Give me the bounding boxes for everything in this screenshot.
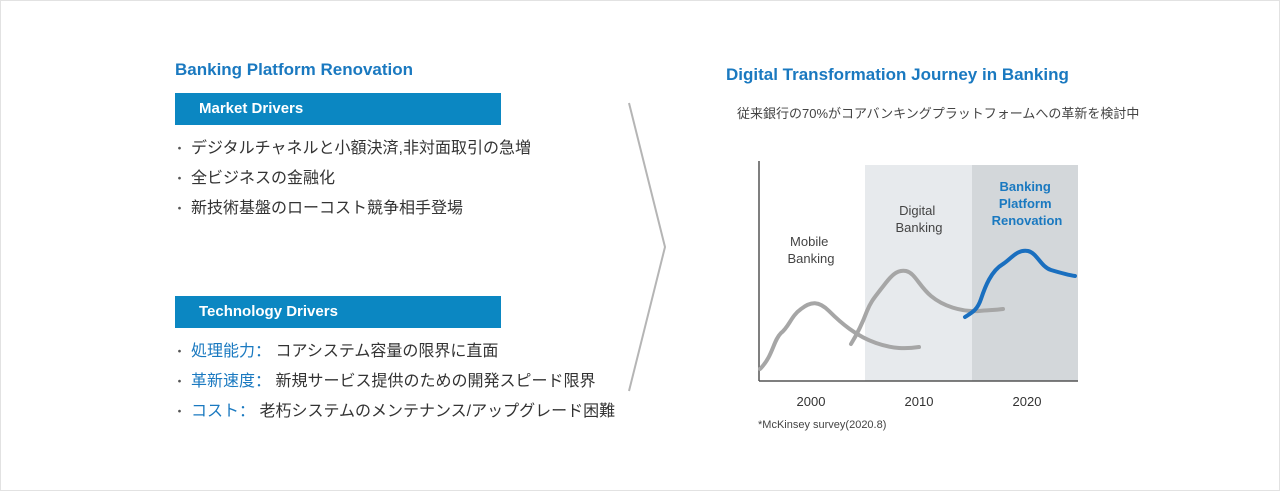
driver-label: コスト：: [191, 403, 256, 420]
driver-text: コアシステム容量の限界に直面: [275, 343, 499, 360]
right-section-subtitle: 従来銀行の70%がコアバンキングプラットフォームへの革新を検討中: [737, 106, 1140, 121]
chevron-right-icon: [628, 102, 667, 392]
x-tick-label: 2020: [1013, 394, 1042, 409]
x-tick-label: 2000: [797, 394, 826, 409]
digital-banking-curve: [849, 268, 1005, 346]
driver-label: 革新速度：: [191, 373, 272, 390]
market-drivers-header: Market Drivers: [175, 93, 501, 125]
technology-drivers-list: 処理能力： コアシステム容量の限界に直面 革新速度： 新規サービス提供のための開…: [173, 337, 616, 427]
driver-text: 老朽システムのメンテナンス/アップグレード困難: [259, 403, 616, 420]
technology-drivers-header: Technology Drivers: [175, 296, 501, 328]
driver-text: 新規サービス提供のための開発スピード限界: [275, 373, 596, 390]
phase-label-renovation: Banking Platform Renovation: [992, 179, 1063, 228]
list-item: 新技術基盤のローコスト競争相手登場: [173, 194, 531, 224]
journey-chart: Mobile Banking Digital Banking Banking P…: [758, 161, 1078, 409]
list-item: コスト： 老朽システムのメンテナンス/アップグレード困難: [173, 397, 616, 427]
driver-label: 処理能力：: [191, 343, 272, 360]
list-item: 革新速度： 新規サービス提供のための開発スピード限界: [173, 367, 615, 397]
list-item: 処理能力： コアシステム容量の限界に直面: [173, 337, 615, 367]
list-item: 全ビジネスの金融化: [173, 164, 531, 194]
x-tick-label: 2010: [905, 394, 934, 409]
phase-label-mobile: Mobile Banking: [788, 234, 835, 266]
chart-source-note: *McKinsey survey(2020.8): [758, 419, 887, 431]
market-drivers-list: デジタルチャネルと小額決済,非対面取引の急増 全ビジネスの金融化 新技術基盤のロ…: [173, 134, 531, 224]
phase-label-digital: Digital Banking: [896, 203, 943, 235]
right-section-title: Digital Transformation Journey in Bankin…: [726, 65, 1069, 84]
mobile-banking-curve: [758, 301, 921, 371]
list-item: デジタルチャネルと小額決済,非対面取引の急増: [173, 134, 531, 164]
left-section-title: Banking Platform Renovation: [175, 60, 414, 79]
renovation-curve: [963, 248, 1077, 319]
